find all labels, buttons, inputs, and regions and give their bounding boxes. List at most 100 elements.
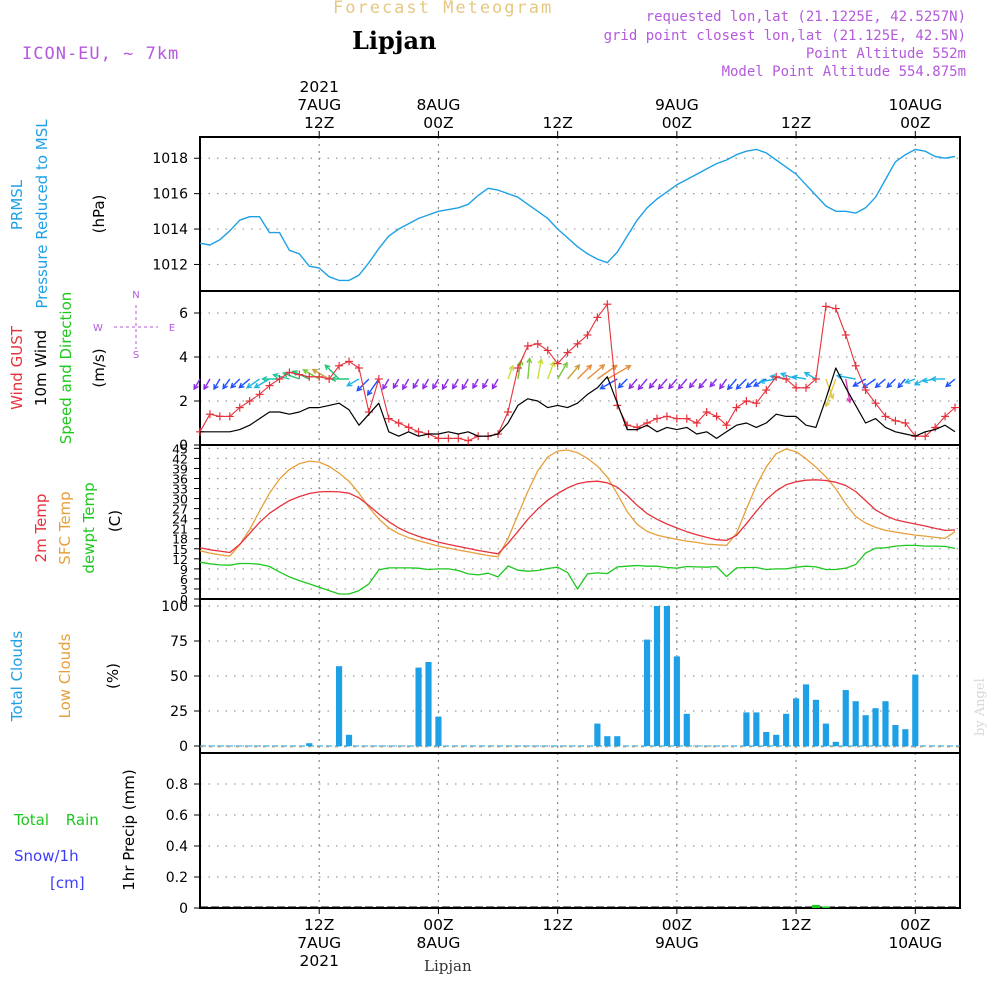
bottom-location: Lipjan	[424, 957, 472, 975]
wind-arrow	[791, 374, 807, 381]
wind-arrow	[441, 378, 449, 391]
wind-arrow	[677, 378, 688, 390]
wind-axis-unit: (m/s)	[90, 348, 108, 387]
wind-arrow	[886, 378, 896, 389]
rain-bar	[821, 906, 830, 908]
wind-arrow	[628, 378, 638, 390]
pressure-ytick-label: 1014	[152, 222, 188, 238]
total-cloud-bar	[912, 674, 919, 746]
pressure-panel: 1012 1014 1016 1018	[152, 136, 961, 292]
total-cloud-bar	[842, 690, 849, 746]
total-cloud-bar	[653, 606, 661, 746]
wind-arrow	[617, 378, 628, 389]
top-time-label: 12Z	[781, 114, 811, 132]
wind-arrow-head	[222, 383, 228, 390]
gust-point	[881, 412, 890, 421]
wind-arrow-shaft	[491, 378, 499, 389]
wind-arrow	[472, 378, 479, 390]
wind-arrow-shaft	[678, 378, 688, 390]
gust-point	[543, 346, 552, 355]
wind-arrow-shaft	[367, 378, 380, 396]
gust-point	[662, 412, 671, 421]
bottom-time-label: 00Z	[900, 916, 930, 934]
watermark: by Angel	[973, 678, 988, 736]
wind-arrow-head	[526, 357, 533, 364]
wind-arrow-shaft	[658, 378, 668, 390]
gust-line	[199, 303, 956, 442]
gust-point	[434, 434, 443, 443]
total-cloud-bar	[802, 684, 810, 746]
wind-arrow	[422, 378, 430, 390]
wind-arrow-head	[758, 378, 766, 385]
precip-panel: 0 0.2 0.4 0.6 0.8	[166, 752, 961, 917]
wind-arrow-head	[549, 360, 556, 367]
wind-arrow-shaft	[432, 378, 440, 389]
wind-arrow-head	[803, 371, 810, 378]
gust-point	[831, 304, 840, 313]
wind-arrow-head	[452, 383, 458, 390]
top-time-label: 00Z	[423, 114, 453, 132]
wind-arrow-shaft	[792, 375, 807, 380]
wind-arrow-head	[828, 393, 835, 400]
wind-arrow-shaft	[736, 378, 747, 390]
temperature-ytick-label: 42	[172, 451, 188, 466]
wind-arrow-head	[886, 382, 893, 389]
precip-frame	[199, 752, 961, 909]
bottom-time-label: 2021	[299, 952, 338, 970]
gust-point	[374, 375, 383, 383]
wind-arrow	[253, 378, 270, 389]
gust-point	[573, 339, 582, 348]
rain-bar	[811, 904, 820, 908]
wind-arrow-shaft	[346, 378, 360, 387]
gust-point	[553, 359, 562, 368]
model-altitude: Model Point Altitude 554.875m	[721, 64, 966, 80]
gust-point	[861, 386, 870, 394]
total-cloud-bar	[683, 713, 690, 746]
bottom-time-label: 9AUG	[655, 934, 699, 952]
wind-ytick-label: 2	[179, 394, 188, 410]
gust-point	[782, 375, 791, 383]
gust-point	[275, 375, 284, 383]
wind-arrow-head	[861, 382, 869, 389]
wind-arrow-head	[324, 364, 331, 371]
gust-point	[603, 300, 612, 309]
total-cloud-bar	[594, 723, 601, 746]
total-cloud-bar	[604, 736, 611, 746]
wind-arrow-shaft	[412, 378, 420, 389]
wind-arrow	[803, 371, 817, 380]
clouds-ytick-label: 0	[179, 739, 188, 755]
wind-arrow	[698, 378, 708, 390]
wind-ytick-label: 6	[179, 306, 188, 322]
wind-arrow	[482, 378, 489, 390]
clouds-axis-title-total: Total Clouds	[8, 631, 26, 723]
wind-arrow-head	[482, 382, 488, 390]
gust-point	[384, 414, 393, 423]
total-cloud-bar	[832, 741, 839, 746]
wind-arrow-shaft	[422, 378, 430, 389]
wind-arrow-head	[824, 401, 831, 408]
gust-point	[762, 386, 771, 394]
gust-point	[205, 410, 214, 419]
gust-point	[345, 357, 354, 366]
gust-point	[335, 361, 344, 370]
wind-arrow	[648, 378, 658, 390]
gust-point	[712, 412, 721, 421]
gust-point	[921, 432, 930, 441]
wind-arrow	[547, 360, 556, 380]
gust-point	[811, 375, 820, 383]
wind-arrow-head	[779, 372, 787, 378]
gust-point	[742, 397, 751, 405]
wind-arrow-head	[253, 382, 260, 389]
wind-arrow	[688, 378, 698, 389]
model-label: ICON-EU, ~ 7km	[22, 44, 180, 64]
bottom-time-label: 00Z	[662, 916, 692, 934]
top-time-label: 7AUG	[297, 96, 341, 114]
wind-arrow-head	[698, 382, 705, 390]
total-cloud-bar	[763, 732, 770, 746]
wind-axis-title-gust: Wind GUST	[8, 325, 26, 410]
wind-arrow-shaft	[628, 378, 638, 389]
wind-arrow-head	[272, 372, 279, 379]
wind-arrow	[203, 378, 211, 391]
wind-arrow-shaft	[577, 364, 592, 380]
gust-point	[354, 364, 363, 372]
